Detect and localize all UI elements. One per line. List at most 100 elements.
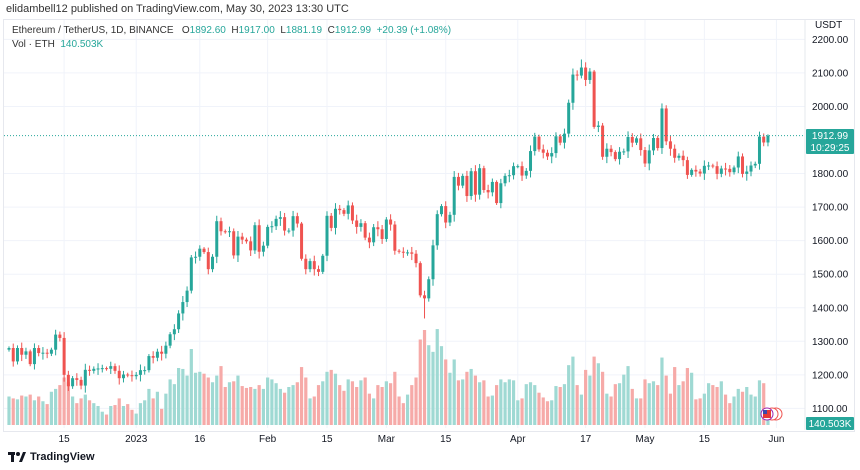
volume-bar <box>104 414 109 425</box>
candle-body <box>677 155 681 158</box>
volume-bar <box>609 396 613 425</box>
candle-body <box>240 236 244 240</box>
candle-body <box>452 176 456 215</box>
time-tick: 15 <box>440 434 452 445</box>
candle-body <box>215 221 219 257</box>
candle-body <box>92 368 96 371</box>
time-tick: Apr <box>510 434 526 445</box>
volume-bar <box>79 398 83 425</box>
candle-body <box>694 169 698 172</box>
volume-bar <box>584 369 588 425</box>
price-axis: 2200.00 2100.00 2000.00 1800.00 1700.00 1600.… <box>812 35 849 415</box>
volume-bar <box>673 367 677 425</box>
volume-bar <box>168 379 172 425</box>
volume-bar <box>427 345 431 425</box>
last-price-value: 1912.99 <box>812 131 849 142</box>
volume-bar <box>278 388 282 425</box>
candle-body <box>177 313 181 330</box>
candle-body <box>227 231 231 233</box>
volume-bar <box>304 377 308 425</box>
candle-body <box>516 166 520 168</box>
candle-body <box>575 74 579 76</box>
volume-bar <box>567 365 571 425</box>
volume-bar <box>308 398 312 425</box>
volume-bar <box>338 385 342 425</box>
volume-bar <box>418 339 422 425</box>
events-icon[interactable] <box>760 407 783 421</box>
candle-body <box>567 102 571 134</box>
volume-bar <box>299 367 304 425</box>
volume-bar <box>87 400 92 425</box>
volume-bar <box>643 379 647 425</box>
candle-body <box>350 205 354 221</box>
candle-body <box>461 175 465 186</box>
volume-bar <box>537 392 541 425</box>
volume-bar <box>253 388 257 425</box>
volume-bar <box>261 388 265 425</box>
volume-bar <box>533 385 537 425</box>
candle-body <box>41 352 45 354</box>
candle-body <box>308 261 312 270</box>
candle-body <box>745 171 749 174</box>
candle-body <box>291 216 295 231</box>
candle-body <box>554 136 558 154</box>
volume-bar <box>558 387 562 425</box>
price-tick: 1200.00 <box>812 370 849 381</box>
candle-body <box>363 223 367 238</box>
volume-bar <box>478 382 482 425</box>
candle-body <box>537 136 541 150</box>
candle-body <box>134 374 138 377</box>
volume-bar <box>249 387 253 425</box>
volume-bar <box>745 387 749 425</box>
volume-bar <box>274 383 278 425</box>
candle-body <box>62 337 66 375</box>
candle-body <box>11 348 15 362</box>
candle-body <box>15 348 19 362</box>
candle-body <box>189 257 193 291</box>
time-tick: Jun <box>768 434 784 445</box>
candle-body <box>181 302 185 314</box>
volume-bar <box>431 351 435 425</box>
volume-bar <box>541 397 545 425</box>
volume-bar <box>656 385 660 425</box>
candle-body <box>681 155 685 161</box>
volume-bar <box>592 356 596 425</box>
candle-body <box>558 136 562 143</box>
candle-body <box>707 165 711 167</box>
candle-body <box>321 255 325 272</box>
grid <box>4 20 806 430</box>
volume-bar <box>164 393 168 425</box>
candle-body <box>596 125 600 127</box>
volume-bar <box>185 375 189 425</box>
volume-bar <box>257 385 261 425</box>
time-tick: Mar <box>378 434 396 445</box>
volume-bar <box>244 387 249 425</box>
candle-body <box>630 136 634 143</box>
candle-body <box>168 334 172 346</box>
volume-bar <box>575 385 579 425</box>
candle-body <box>96 368 100 370</box>
price-tick: 1300.00 <box>812 337 849 348</box>
candle-body <box>147 356 151 371</box>
close-label: C <box>327 25 335 36</box>
tradingview-logo[interactable]: TradingView <box>8 451 95 463</box>
volume-bar <box>393 371 397 425</box>
candle-body <box>427 279 431 299</box>
volume-bar <box>143 400 147 425</box>
candle-body <box>236 236 240 256</box>
volume-bar <box>134 413 138 425</box>
volume-bar <box>177 368 181 425</box>
candle-body <box>626 136 630 152</box>
symbol-title[interactable]: Ethereum / TetherUS, 1D, BINANCE <box>12 25 174 36</box>
candle-body <box>495 181 499 204</box>
candle-body <box>478 168 482 195</box>
time-axis: 15 2023 16 Feb 15 Mar 15 Apr 17 May 15 Jun <box>59 434 785 445</box>
candle-body <box>490 181 494 193</box>
volume-bar <box>757 380 762 425</box>
tradingview-logo-icon <box>8 452 26 462</box>
candle-body <box>45 352 49 354</box>
candle-body <box>439 206 443 215</box>
volume-bar <box>359 380 363 425</box>
volume-label[interactable]: Vol · ETH <box>12 39 55 50</box>
